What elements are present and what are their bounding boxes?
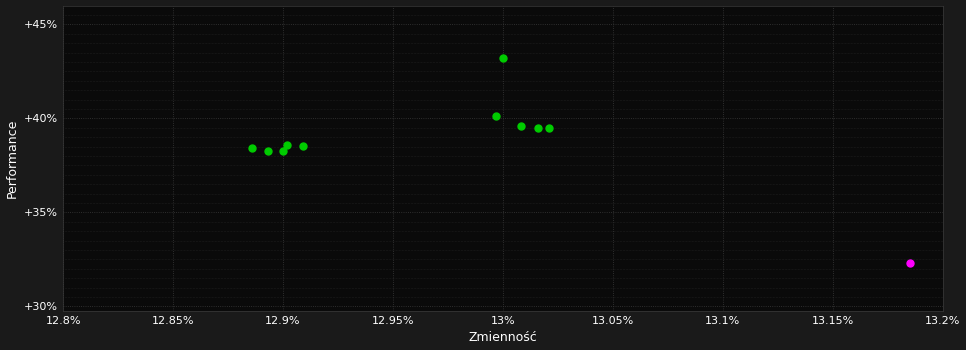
- Point: [260, 148, 275, 154]
- Point: [530, 125, 546, 131]
- Point: [280, 142, 296, 148]
- Point: [244, 146, 260, 151]
- Point: [496, 55, 511, 61]
- Point: [275, 149, 291, 154]
- Point: [295, 144, 310, 149]
- Point: [902, 260, 918, 266]
- Point: [513, 124, 528, 129]
- Point: [541, 126, 556, 131]
- Point: [489, 114, 504, 119]
- X-axis label: Zmienność: Zmienność: [469, 331, 537, 344]
- Y-axis label: Performance: Performance: [6, 119, 18, 198]
